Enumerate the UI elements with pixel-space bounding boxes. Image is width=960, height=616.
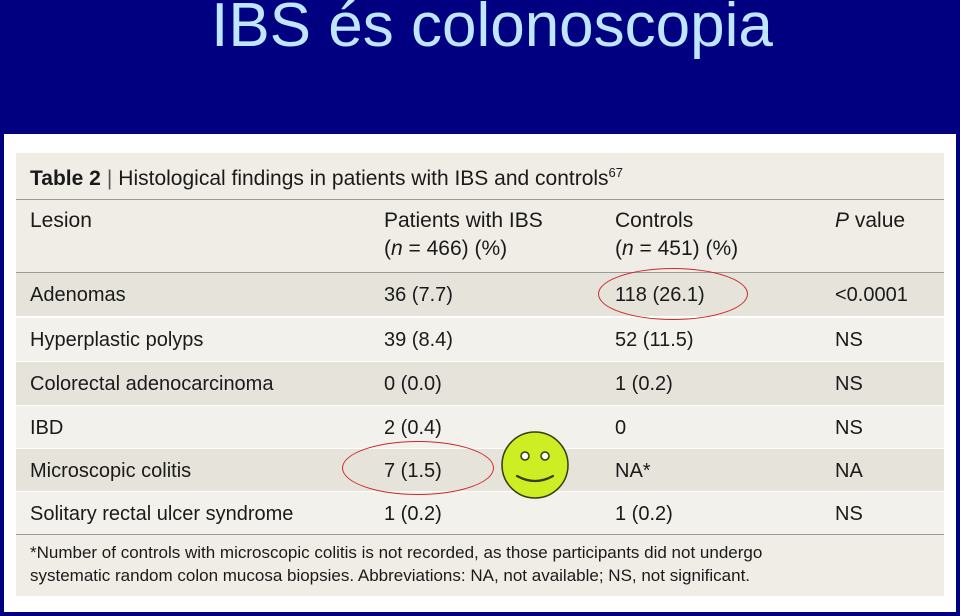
header-bottom-rule <box>16 272 944 273</box>
table-row: IBD 2 (0.4) 0 NS <box>16 406 944 449</box>
cell-patients: 36 (7.7) <box>384 284 453 306</box>
row-divider <box>16 316 944 318</box>
header-controls: Controls (n = 451) (%) <box>615 207 738 263</box>
header-controls-n: (n = 451) (%) <box>615 237 739 260</box>
table-caption: Table 2 | Histological findings in patient… <box>30 165 930 191</box>
cell-controls: 0 <box>615 417 627 439</box>
caption-reference: 67 <box>608 165 624 180</box>
cell-lesion: Hyperplastic polyps <box>30 329 204 351</box>
cell-patients: 2 (0.4) <box>384 417 442 439</box>
highlight-circle-controls-adenomas <box>598 268 748 320</box>
header-patients-n-value: 466 <box>426 237 462 260</box>
footnote-line-2: systematic random colon mucosa biopsies.… <box>30 566 751 585</box>
slide-title: IBS és colonoscopia <box>211 0 773 60</box>
cell-p-value: NS <box>835 417 863 439</box>
table-row: Adenomas 36 (7.7) 118 (26.1) <0.0001 <box>16 273 944 316</box>
cell-lesion: Adenomas <box>30 284 126 306</box>
header-controls-title: Controls <box>615 209 694 232</box>
cell-controls: NA* <box>615 460 651 482</box>
header-top-rule <box>16 199 944 200</box>
header-patients: Patients with IBS (n = 466) (%) <box>384 207 543 263</box>
smiley-face-icon <box>501 431 569 499</box>
cell-lesion: IBD <box>30 417 64 439</box>
cell-p-value: NS <box>835 503 863 525</box>
cell-p-value: NA <box>835 460 863 482</box>
cell-controls: 1 (0.2) <box>615 503 673 525</box>
header-patients-title: Patients with IBS <box>384 209 543 232</box>
highlight-circle-microscopic-colitis <box>342 441 494 495</box>
table-row: Solitary rectal ulcer syndrome 1 (0.2) 1… <box>16 492 944 535</box>
table-header-row: Lesion Patients with IBS (n = 466) (%) C… <box>16 201 944 271</box>
header-p-value: P value <box>835 209 906 232</box>
cell-lesion: Solitary rectal ulcer syndrome <box>30 503 294 525</box>
table-row: Colorectal adenocarcinoma 0 (0.0) 1 (0.2… <box>16 362 944 405</box>
table-label: Table 2 <box>30 167 101 190</box>
cell-lesion: Colorectal adenocarcinoma <box>30 373 274 395</box>
footnote-line-1: *Number of controls with microscopic col… <box>30 543 763 562</box>
table-row: Hyperplastic polyps 39 (8.4) 52 (11.5) N… <box>16 318 944 361</box>
caption-divider: | <box>106 167 113 190</box>
cell-controls: 1 (0.2) <box>615 373 673 395</box>
cell-patients: 1 (0.2) <box>384 503 442 525</box>
table-footnote: *Number of controls with microscopic col… <box>30 541 930 587</box>
table-caption-text: Histological findings in patients with I… <box>118 167 609 190</box>
cell-controls: 52 (11.5) <box>615 329 694 351</box>
header-controls-n-value: 451 <box>657 237 693 260</box>
cell-lesion: Microscopic colitis <box>30 460 192 482</box>
footnote-rule <box>16 534 944 535</box>
cell-p-value: <0.0001 <box>835 284 908 306</box>
header-lesion: Lesion <box>30 209 92 232</box>
cell-p-value: NS <box>835 373 863 395</box>
header-patients-n: (n = 466) (%) <box>384 237 508 260</box>
cell-patients: 39 (8.4) <box>384 329 453 351</box>
cell-p-value: NS <box>835 329 863 351</box>
cell-patients: 0 (0.0) <box>384 373 442 395</box>
histology-table: Table 2 | Histological findings in patient… <box>16 153 944 596</box>
